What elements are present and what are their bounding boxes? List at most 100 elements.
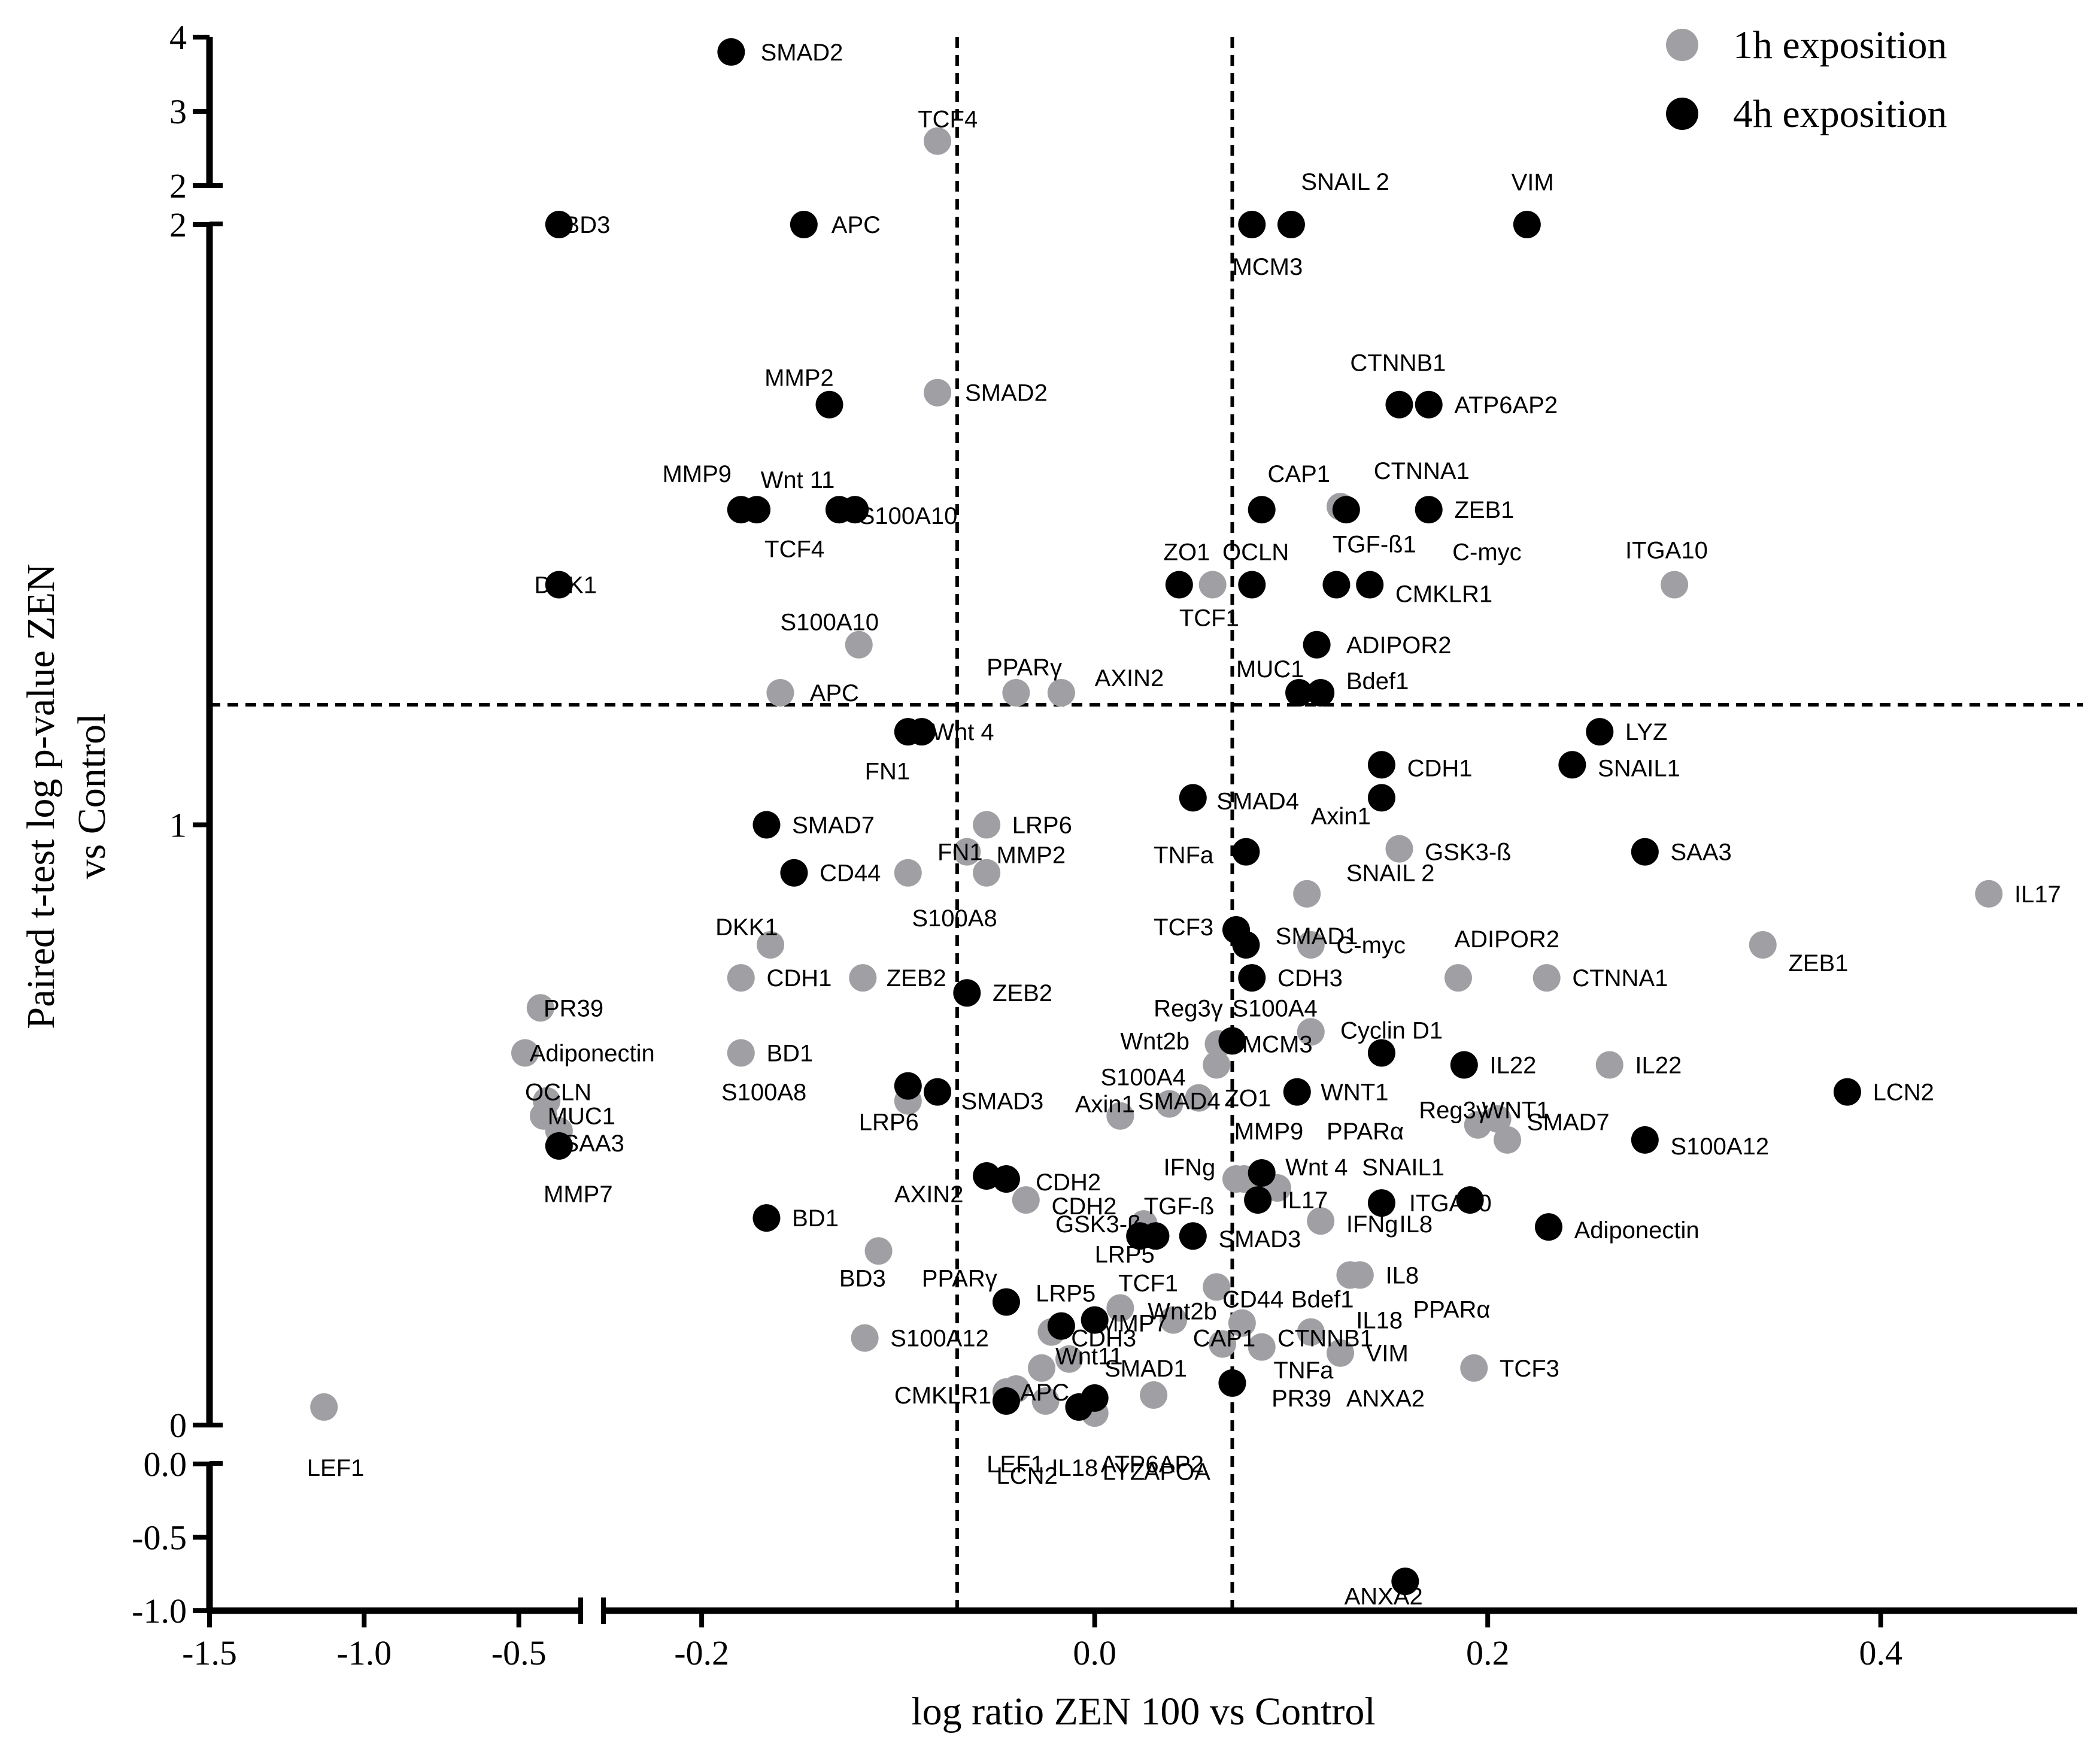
legend-marker: [1666, 98, 1698, 130]
gene-label: TCF3: [1154, 914, 1213, 941]
gene-label: ATP6AP2: [1454, 392, 1558, 419]
point-1h-ifng: [1307, 1207, 1335, 1235]
point-1h-tcf4: [924, 127, 952, 155]
gene-label: ITGA10: [1409, 1190, 1492, 1217]
gene-label: OCLN: [525, 1080, 591, 1106]
point-4h-smad4: [1179, 784, 1207, 812]
point-1h-cyclin-d1: [1297, 1018, 1325, 1046]
gene-label: Reg3γ: [1154, 995, 1223, 1021]
point-4h-mmp7: [1081, 1306, 1109, 1334]
gene-label: CDH1: [766, 965, 831, 992]
gene-label: VIM: [1512, 169, 1554, 196]
gene-label: LRP6: [859, 1110, 919, 1136]
point-4h-adipor2: [1303, 630, 1331, 659]
gene-label: ITGA10: [1625, 537, 1708, 563]
point-1h-adiponectin: [511, 1039, 539, 1067]
point-1h-vim: [1327, 1339, 1354, 1367]
gene-label: OCLN: [1222, 539, 1289, 565]
point-1h-ctnnb1: [1248, 1333, 1276, 1361]
y-tick-label: 2: [169, 205, 187, 244]
y-tick-label: 3: [169, 92, 187, 131]
gene-label: PPARγ: [922, 1265, 997, 1292]
point-1h-bd3: [864, 1237, 893, 1265]
gene-label: Wnt 4: [1285, 1154, 1348, 1181]
gene-label: CAP1: [1193, 1326, 1256, 1352]
gene-label: PPARγ: [987, 654, 1062, 681]
gene-label: IL17: [1282, 1187, 1328, 1214]
point-4h-adiponectin: [1534, 1213, 1562, 1241]
gene-label: ZEB2: [993, 980, 1052, 1007]
point-1h-smad2: [924, 378, 952, 407]
gene-label: MMP2: [764, 365, 834, 392]
point-1h-zeb1: [1749, 931, 1777, 959]
point-1h-snail-2: [1293, 880, 1321, 908]
point-4h-ppar-: [992, 1288, 1020, 1316]
point-1h-mcm3: [1203, 1051, 1231, 1079]
point-4h-smad1: [1232, 931, 1260, 959]
gene-label: LCN2: [1873, 1080, 1934, 1106]
point-1h-tcf3: [1460, 1354, 1488, 1382]
point-1h-il17: [1975, 880, 2003, 908]
point-4h-lcn2: [1833, 1078, 1861, 1106]
point-4h-wnt-4: [1248, 1159, 1276, 1187]
gene-label: TNFa: [1273, 1357, 1334, 1384]
point-1h-axin2: [1047, 678, 1075, 707]
gene-label: TGF-ß: [1144, 1193, 1215, 1220]
gene-label: CDH3: [1277, 965, 1343, 992]
point-4h-cdh2: [992, 1165, 1020, 1193]
point-1h-lrp6: [973, 811, 1001, 839]
y-axis-title-line-2: vs Control: [70, 714, 114, 880]
point-1h-smad4: [1155, 1090, 1183, 1118]
gene-label: MUC1: [548, 1104, 615, 1130]
y-tick-label: 2: [169, 166, 187, 205]
gene-label: IFNg: [1164, 1154, 1216, 1181]
gene-label: IL18: [1356, 1308, 1403, 1334]
point-1h-smad1: [1055, 1345, 1083, 1373]
gene-label: Wnt2b: [1148, 1299, 1217, 1325]
gene-label: SMAD7: [792, 813, 875, 839]
point-4h-s100a12: [1631, 1126, 1659, 1154]
gene-label: BD3: [839, 1265, 886, 1292]
point-4h-cdh3: [1047, 1312, 1075, 1340]
point-4h-fn1: [908, 718, 936, 746]
gene-label: ATP6AP2: [1101, 1451, 1204, 1478]
point-4h-ctnnb1: [1385, 390, 1413, 419]
gene-label: IL22: [1635, 1053, 1682, 1079]
point-4h-reg3-: [1218, 1027, 1246, 1055]
gene-label: S100A10: [780, 610, 879, 636]
gene-label: CTNNA1: [1572, 965, 1668, 992]
point-1h-wnt2b: [1159, 1306, 1187, 1334]
gene-label: SMAD7: [1527, 1110, 1610, 1136]
point-1h-gsk3-: [1385, 835, 1413, 863]
y-tick-label: 0: [169, 1406, 187, 1445]
gene-label: MMP2: [997, 842, 1066, 869]
gene-label: ZEB2: [887, 965, 946, 992]
gene-label: LYZ: [1625, 719, 1667, 745]
point-4h-wnt1: [1283, 1078, 1311, 1106]
gene-label: IFNg: [1346, 1211, 1398, 1238]
gene-label: CD44: [820, 860, 881, 887]
point-4h-saa3: [1631, 838, 1659, 866]
y-tick-label: -1.0: [132, 1592, 187, 1630]
point-4h-tnfa: [1232, 838, 1260, 866]
point-1h-adipor2: [1444, 964, 1472, 992]
gene-label: TCF1: [1179, 605, 1239, 632]
gene-label: SMAD3: [1218, 1226, 1301, 1253]
gene-label: SMAD4: [1216, 788, 1299, 814]
gene-label: CDH2: [1051, 1193, 1116, 1220]
gene-label: MMP7: [1098, 1311, 1168, 1337]
point-4h-lyz: [1586, 718, 1614, 746]
gene-label: TCF1: [1118, 1270, 1178, 1296]
gene-label: GSK3-ß: [1425, 839, 1511, 866]
gene-label: MCM3: [1242, 1031, 1313, 1057]
point-1h-ctnna1: [1532, 964, 1561, 992]
gene-label: MMP7: [544, 1181, 613, 1208]
x-tick-label: 0.2: [1466, 1633, 1510, 1672]
gene-label: SMAD4: [1138, 1089, 1221, 1115]
gene-label: BD1: [766, 1040, 813, 1066]
gene-label: SNAIL 2: [1301, 169, 1389, 195]
point-1h-fn1: [953, 838, 981, 866]
point-4h-il22: [1450, 1051, 1478, 1079]
point-1h-itga10: [1661, 571, 1689, 599]
gene-label: AXIN2: [894, 1181, 964, 1208]
